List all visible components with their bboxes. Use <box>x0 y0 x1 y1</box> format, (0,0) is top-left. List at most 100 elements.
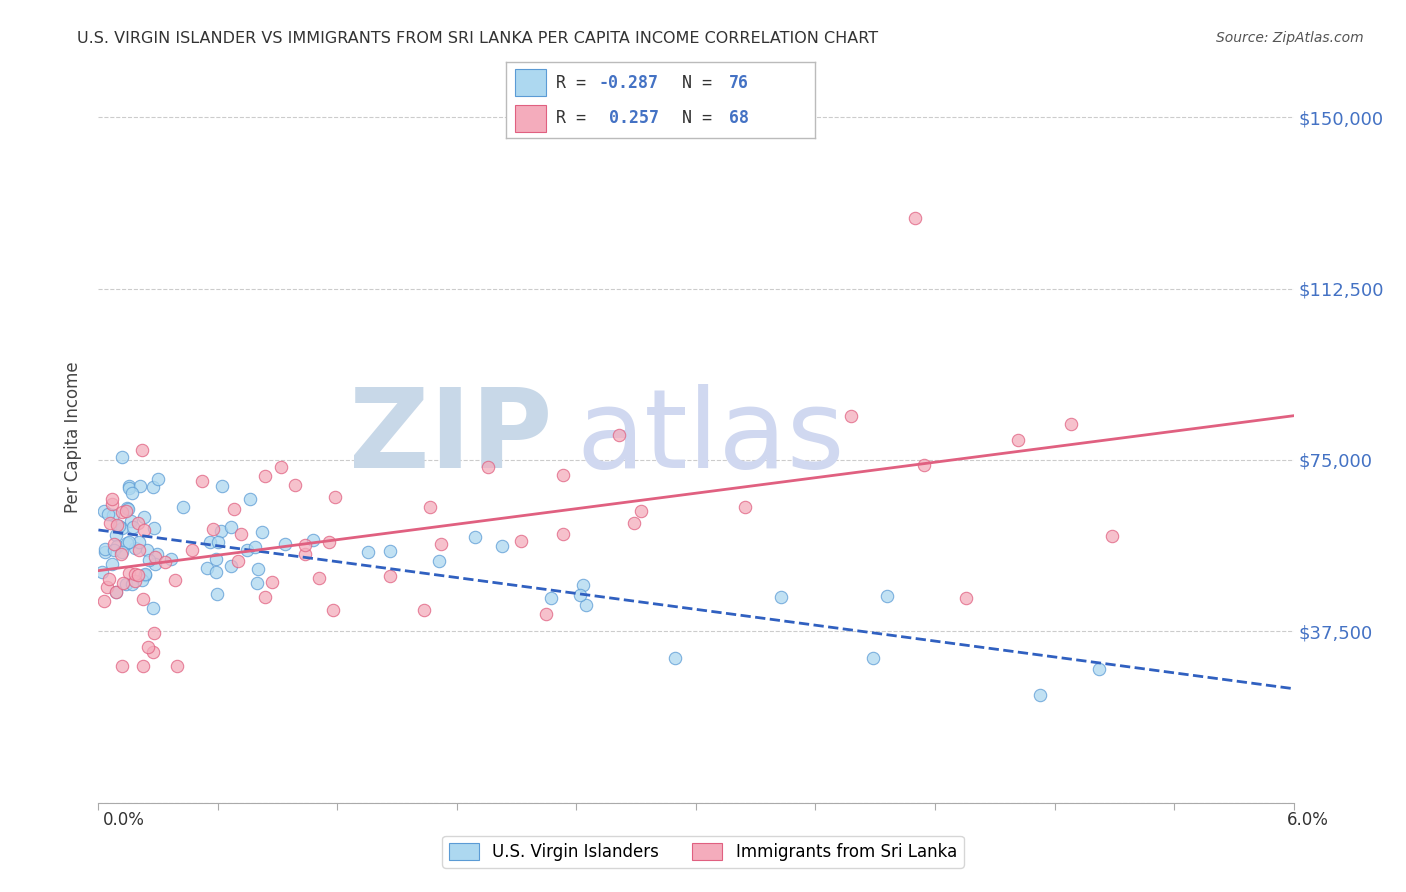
Point <box>246 576 269 591</box>
Point <box>239 492 262 507</box>
Text: 6.0%: 6.0% <box>1286 811 1329 829</box>
Point <box>105 540 128 554</box>
Point <box>607 427 630 442</box>
Point <box>122 519 145 533</box>
Point <box>115 503 138 517</box>
Point <box>205 587 228 601</box>
Point <box>209 524 232 538</box>
Point <box>115 500 138 515</box>
Bar <box>516 105 547 132</box>
Text: ZIP: ZIP <box>349 384 553 491</box>
Point <box>163 574 186 588</box>
Point <box>1088 662 1111 676</box>
Point <box>131 573 153 587</box>
Point <box>734 500 756 514</box>
Point <box>540 591 562 606</box>
Point <box>553 468 575 483</box>
Bar <box>516 69 547 95</box>
Point <box>131 442 153 457</box>
Point <box>769 590 792 604</box>
Point <box>204 552 226 566</box>
Point <box>135 542 157 557</box>
Point <box>464 530 486 544</box>
Point <box>568 588 591 602</box>
Text: 76: 76 <box>728 74 749 92</box>
Point <box>166 658 188 673</box>
Point <box>103 537 125 551</box>
Point <box>284 477 307 491</box>
Point <box>93 541 115 556</box>
Point <box>155 555 177 569</box>
Point <box>357 545 380 559</box>
Point <box>120 514 142 528</box>
Point <box>110 547 132 561</box>
Point <box>229 526 252 541</box>
Point <box>121 577 143 591</box>
Point <box>876 590 898 604</box>
Text: Source: ZipAtlas.com: Source: ZipAtlas.com <box>1216 31 1364 45</box>
Point <box>132 510 155 524</box>
Point <box>143 520 166 534</box>
Point <box>111 576 134 591</box>
Point <box>117 501 139 516</box>
Point <box>110 545 132 559</box>
Point <box>118 479 141 493</box>
Point <box>202 522 225 536</box>
Point <box>118 535 141 549</box>
Point <box>1028 689 1050 703</box>
Point <box>146 547 169 561</box>
Point <box>302 533 325 547</box>
Point <box>205 565 228 579</box>
Point <box>107 518 129 533</box>
Point <box>97 507 120 521</box>
Point <box>134 567 156 582</box>
Point <box>105 584 128 599</box>
Point <box>172 500 194 514</box>
Point <box>207 535 229 549</box>
Point <box>253 469 276 483</box>
Point <box>96 581 118 595</box>
Point <box>322 603 344 617</box>
Point <box>105 518 128 533</box>
Point <box>143 558 166 572</box>
Point <box>128 534 150 549</box>
Point <box>198 535 221 549</box>
Point <box>127 516 149 531</box>
Point <box>572 578 595 592</box>
Point <box>1060 417 1083 431</box>
Text: N =: N = <box>682 109 723 127</box>
Point <box>97 572 120 586</box>
Point <box>430 537 453 551</box>
Point <box>142 645 165 659</box>
Point <box>114 576 136 591</box>
Point <box>134 566 156 581</box>
Point <box>575 598 598 612</box>
Point <box>124 574 146 588</box>
Point <box>294 547 316 561</box>
Point <box>235 543 257 558</box>
Point <box>664 650 686 665</box>
Point <box>226 554 249 568</box>
Point <box>491 539 513 553</box>
Point <box>211 479 233 493</box>
Point <box>219 519 242 533</box>
Point <box>262 575 284 590</box>
Point <box>294 538 316 552</box>
Point <box>1101 529 1123 543</box>
Point <box>551 527 574 541</box>
Text: 68: 68 <box>728 109 749 127</box>
Point <box>104 528 127 542</box>
Point <box>118 481 141 495</box>
Point <box>534 607 557 621</box>
Point <box>105 585 128 599</box>
Point <box>191 474 214 488</box>
Point <box>111 521 134 535</box>
Point <box>180 543 202 558</box>
Point <box>477 459 499 474</box>
Text: 0.0%: 0.0% <box>103 811 145 829</box>
Point <box>510 533 533 548</box>
Point <box>118 566 141 581</box>
Point <box>132 524 155 538</box>
Point <box>142 625 165 640</box>
Point <box>839 409 862 424</box>
